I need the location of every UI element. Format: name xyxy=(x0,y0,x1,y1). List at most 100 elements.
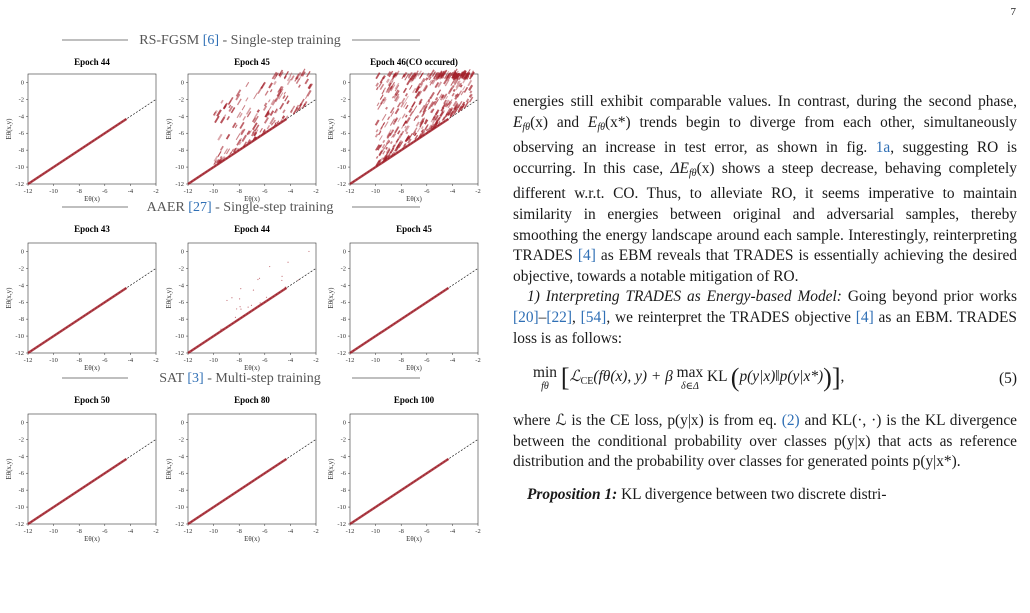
row-title: AAER [27] - Single-step training xyxy=(147,200,334,215)
scatter-streak xyxy=(450,110,454,116)
scatter-streak xyxy=(279,71,284,78)
scatter-streak xyxy=(223,148,229,155)
scatter-streak xyxy=(432,71,439,80)
scatter-streak xyxy=(238,141,242,146)
scatter-streak xyxy=(219,157,223,163)
scatter-streak xyxy=(280,86,284,90)
y-tick-label: -12 xyxy=(15,521,24,528)
scatter-streak xyxy=(431,77,437,85)
scatter-streak xyxy=(467,73,470,77)
y-axis-label: Eθ(x,y) xyxy=(165,287,173,309)
scatter-streak xyxy=(450,71,455,77)
x-axis-label: Eθ(x) xyxy=(244,364,260,372)
scatter-streak xyxy=(248,130,252,135)
scatter-streak xyxy=(469,70,475,77)
scatter-band xyxy=(187,117,288,186)
scatter-streak xyxy=(390,81,396,90)
citation-link[interactable]: [4] xyxy=(855,308,874,326)
y-tick-label: -8 xyxy=(179,316,184,323)
x-tick-label: -12 xyxy=(184,357,193,364)
scatter-streak xyxy=(381,143,386,149)
scatter-streak xyxy=(421,130,426,137)
scatter-streak xyxy=(385,147,391,154)
x-tick-label: -2 xyxy=(313,528,318,535)
y-tick-label: -2 xyxy=(19,436,24,443)
scatter-streak xyxy=(404,125,407,129)
scatter-streak xyxy=(430,108,435,114)
scatter-streak xyxy=(263,102,268,107)
x-axis-label: Eθ(x) xyxy=(406,535,422,543)
scatter-streak xyxy=(301,71,306,77)
scatter-streak xyxy=(394,108,400,115)
x-tick-label: -6 xyxy=(262,528,268,535)
scatter-streak xyxy=(216,109,222,117)
scatter-point xyxy=(243,314,245,317)
citation-link[interactable]: [4] xyxy=(577,247,596,265)
figure-ref-link[interactable]: 1a xyxy=(875,139,891,157)
equation-number: (5) xyxy=(999,370,1017,388)
panel-frame xyxy=(187,413,317,525)
scatter-point xyxy=(281,275,283,277)
x-tick-label: -10 xyxy=(49,188,58,195)
scatter-streak xyxy=(408,133,413,140)
scatter-streak xyxy=(250,131,256,137)
scatter-streak xyxy=(447,87,453,95)
y-tick-label: -10 xyxy=(15,504,24,511)
scatter-streak xyxy=(459,84,463,88)
scatter-streak xyxy=(448,99,453,106)
y-tick-label: -4 xyxy=(19,282,25,289)
scatter-streak xyxy=(427,98,431,103)
citation-link[interactable]: [54] xyxy=(580,308,607,326)
y-tick-label: -4 xyxy=(179,282,185,289)
scatter-streak xyxy=(375,129,379,133)
scatter-point xyxy=(238,298,241,300)
scatter-streak xyxy=(395,137,400,145)
equation-ref-link[interactable]: (2) xyxy=(781,412,800,430)
y-tick-label: 0 xyxy=(343,79,346,86)
scatter-streak xyxy=(257,86,263,94)
scatter-streak xyxy=(404,93,408,97)
scatter-streak xyxy=(425,128,429,132)
scatter-streak xyxy=(448,71,454,78)
scatter-streak xyxy=(273,123,277,127)
scatter-streak xyxy=(276,120,280,124)
scatter-streak xyxy=(414,91,421,99)
x-axis-label: Eθ(x) xyxy=(406,195,422,203)
scatter-streak xyxy=(397,117,401,123)
scatter-streak xyxy=(375,144,380,151)
scatter-streak xyxy=(232,147,237,153)
scatter-streak xyxy=(408,107,413,113)
x-tick-label: -4 xyxy=(288,188,294,195)
scatter-streak xyxy=(392,143,397,150)
citation-link[interactable]: [22] xyxy=(546,308,573,326)
scatter-streak xyxy=(402,88,407,94)
scatter-streak xyxy=(437,81,443,88)
scatter-streak xyxy=(253,136,258,141)
scatter-streak xyxy=(385,148,391,156)
scatter-point xyxy=(265,296,268,298)
scatter-streak xyxy=(219,155,223,160)
scatter-streak xyxy=(289,72,293,77)
scatter-streak xyxy=(419,118,425,126)
x-tick-label: -6 xyxy=(102,357,108,364)
citation-link[interactable]: [20] xyxy=(513,308,539,326)
scatter-point xyxy=(239,306,241,308)
scatter-streak xyxy=(443,78,448,85)
scatter-streak xyxy=(417,126,422,133)
scatter-streak xyxy=(305,95,308,100)
scatter-streak xyxy=(468,94,471,98)
x-tick-label: -2 xyxy=(475,188,480,195)
equation-5: min fθ [ℒCE(fθ(x), y) + β max δ∈Δ KL (p(y|… xyxy=(533,363,1017,393)
x-axis-label: Eθ(x) xyxy=(244,535,260,543)
scatter-streak xyxy=(304,78,310,85)
x-tick-label: -12 xyxy=(346,188,355,195)
y-tick-label: 0 xyxy=(21,248,24,255)
scatter-streak xyxy=(235,133,241,141)
scatter-streak xyxy=(295,76,299,81)
scatter-streak xyxy=(465,72,471,79)
scatter-streak xyxy=(390,111,395,117)
x-tick-label: -6 xyxy=(102,188,108,195)
scatter-streak xyxy=(402,73,406,78)
scatter-streak xyxy=(452,68,458,77)
scatter-streak xyxy=(456,74,461,80)
